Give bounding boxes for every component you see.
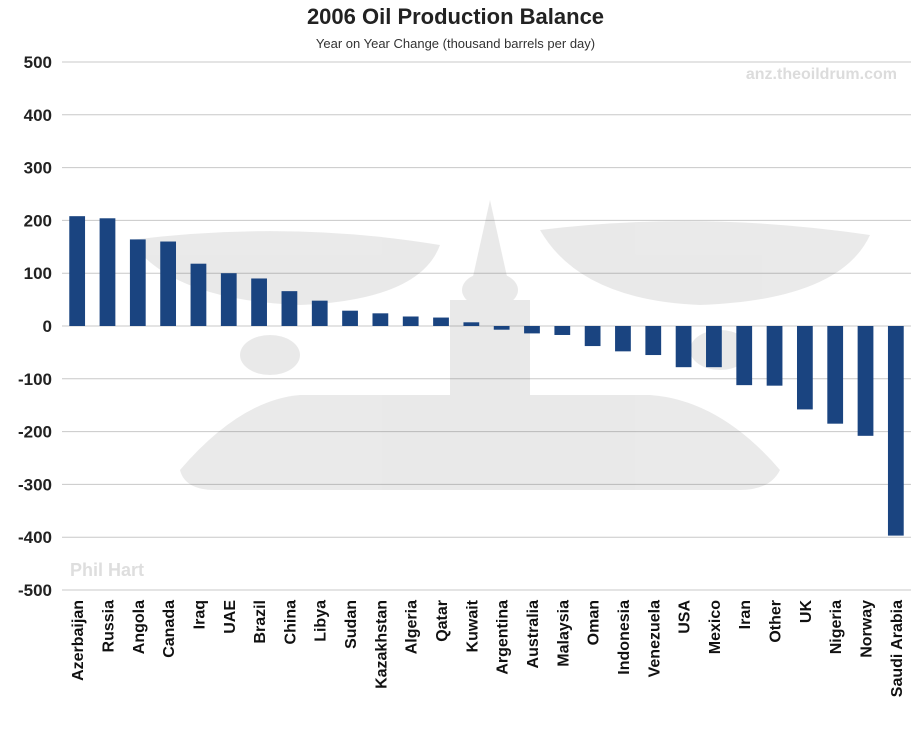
chart-subtitle: Year on Year Change (thousand barrels pe…	[315, 36, 596, 51]
bar-malaysia	[554, 326, 571, 335]
x-tick-label: Brazil	[252, 600, 269, 644]
x-tick-label: Russia	[100, 600, 117, 653]
x-tick-label: Libya	[313, 600, 330, 642]
y-tick-label: 400	[24, 106, 52, 125]
bar-angola	[129, 239, 146, 326]
x-axis: Azerbaijan Russia Angola Canada Iraq UAE Brazi…	[70, 599, 906, 697]
bar-kazakhstan	[372, 313, 389, 326]
bar-qatar	[433, 317, 449, 326]
bar-norway	[857, 326, 874, 436]
y-axis: 500 400 300 200 100 0 -100 -200 -300 -400 -500	[18, 53, 52, 600]
y-tick-label: -300	[18, 475, 52, 494]
x-tick-label: Mexico	[707, 600, 724, 654]
y-tick-label: 500	[24, 53, 52, 72]
bar-azerbaijan	[69, 216, 86, 326]
x-tick-label: Saudi Arabia	[889, 600, 906, 697]
bar-algeria	[402, 316, 419, 326]
y-tick-label: 0	[43, 317, 52, 336]
x-tick-label: Norway	[859, 600, 876, 658]
bar-kuwait	[463, 322, 480, 326]
x-tick-label: Qatar	[434, 600, 451, 642]
y-tick-label: -200	[18, 423, 52, 442]
x-tick-label: Oman	[586, 600, 603, 645]
x-tick-label: Canada	[161, 600, 178, 658]
bar-usa	[675, 326, 692, 368]
x-tick-label: Venezuela	[646, 600, 663, 677]
bar-indonesia	[615, 326, 631, 352]
bar-iraq	[190, 263, 207, 326]
x-tick-label: USA	[677, 600, 694, 634]
x-tick-label: Indonesia	[616, 600, 633, 675]
x-tick-label: Nigeria	[828, 600, 845, 654]
x-tick-label: Angola	[131, 600, 148, 654]
bar-uk	[796, 326, 813, 410]
x-tick-label: UAE	[222, 600, 239, 634]
x-tick-label: Australia	[525, 600, 542, 669]
x-tick-label: Argentina	[495, 600, 512, 675]
bar-oman	[584, 326, 601, 347]
bar-libya	[311, 300, 328, 326]
x-tick-label: Malaysia	[555, 600, 572, 667]
y-tick-label: -500	[18, 581, 52, 600]
bar-sudan	[342, 310, 358, 326]
x-tick-label: Sudan	[343, 600, 360, 649]
y-tick-label: 200	[24, 211, 52, 230]
bar-saudi-arabia	[887, 326, 904, 536]
x-tick-label: Iran	[737, 600, 754, 629]
y-tick-label: 300	[24, 159, 52, 178]
bar-argentina	[493, 326, 510, 330]
x-tick-label: Azerbaijan	[70, 600, 87, 681]
bar-brazil	[251, 278, 267, 326]
bar-nigeria	[827, 326, 844, 424]
bar-uae	[220, 273, 237, 326]
site-watermark: anz.theoildrum.com	[745, 66, 897, 83]
bar-china	[281, 291, 298, 326]
author-watermark: Phil Hart	[70, 560, 145, 580]
x-tick-label: Iraq	[191, 600, 208, 629]
y-tick-label: -100	[18, 370, 52, 389]
x-tick-label: China	[282, 600, 299, 645]
y-tick-label: -400	[18, 528, 52, 547]
x-tick-label: Algeria	[404, 600, 421, 654]
bar-russia	[99, 218, 116, 326]
bar-iran	[736, 326, 753, 386]
bars	[69, 216, 904, 536]
chart-title: 2006 Oil Production Balance	[306, 4, 605, 29]
x-tick-label: UK	[798, 600, 815, 624]
y-tick-label: 100	[24, 264, 52, 283]
x-tick-label: Kazakhstan	[373, 600, 390, 689]
bar-mexico	[706, 326, 722, 368]
balance-scale-illustration	[130, 200, 870, 490]
bar-venezuela	[645, 326, 662, 356]
x-tick-label: Other	[768, 600, 785, 643]
bar-australia	[524, 326, 540, 334]
bar-canada	[160, 241, 177, 326]
x-tick-label: Kuwait	[464, 599, 481, 652]
bar-other	[766, 326, 783, 386]
